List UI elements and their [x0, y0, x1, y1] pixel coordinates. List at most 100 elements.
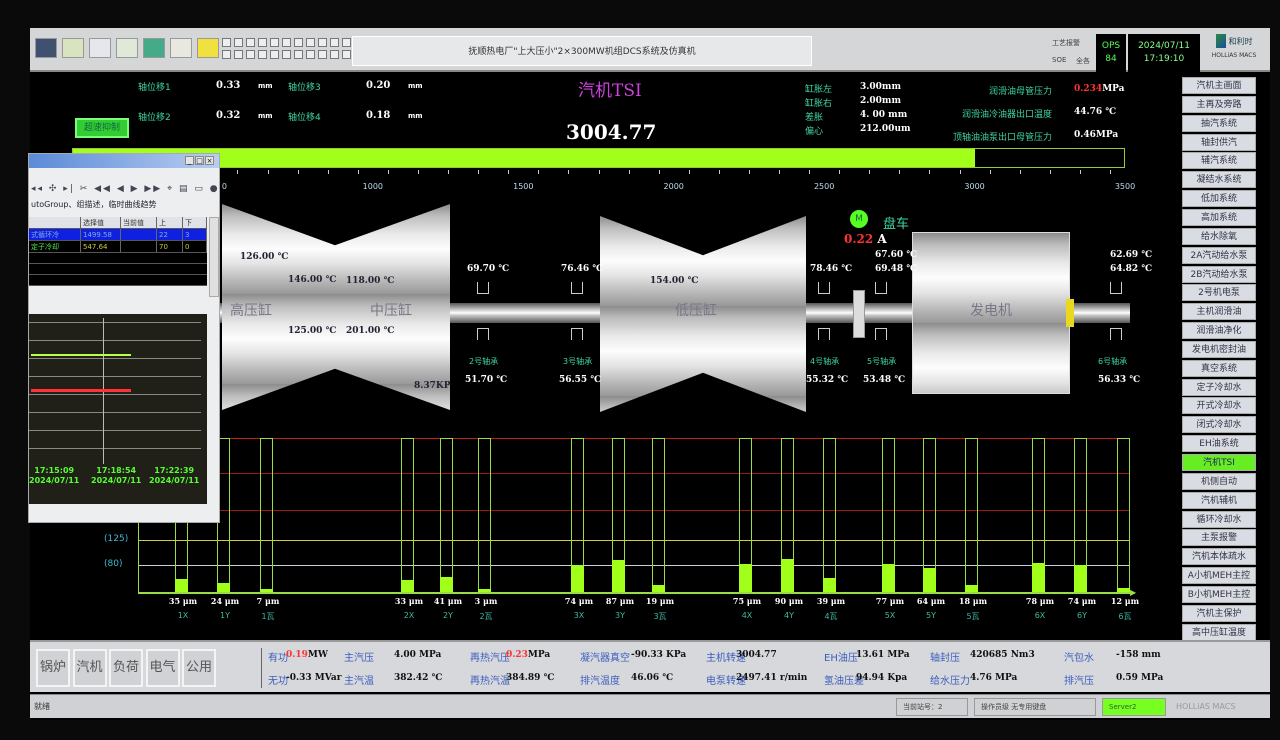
sidebar-item[interactable]: EH油系统 [1182, 435, 1256, 453]
favorite-slot[interactable] [234, 38, 243, 47]
sidebar-item[interactable]: 主泵报警 [1182, 529, 1256, 547]
speed-tick [929, 170, 931, 174]
sidebar-item[interactable]: 轴封供汽 [1182, 133, 1256, 151]
table-scrollbar[interactable] [209, 217, 219, 297]
sidebar-item[interactable]: 发电机密封油 [1182, 340, 1256, 358]
nav-button[interactable]: 公用 [182, 649, 216, 687]
favorite-slot[interactable] [294, 50, 303, 59]
document-icon[interactable] [89, 38, 111, 58]
vibration-bar [478, 589, 491, 592]
axial-label: 轴位移1 [138, 83, 171, 93]
sidebar-item[interactable]: 汽机本体疏水 [1182, 548, 1256, 566]
sidebar-item[interactable]: 给水除氧 [1182, 227, 1256, 245]
note-icon[interactable] [197, 38, 219, 58]
vibration-value: 41 μm [433, 596, 463, 606]
sidebar-item[interactable]: 高加系统 [1182, 208, 1256, 226]
favorite-slot[interactable] [342, 38, 351, 47]
vibration-point-name: 5瓦 [966, 612, 980, 621]
favorite-slot[interactable] [342, 50, 351, 59]
favorite-slot[interactable] [222, 38, 231, 47]
sidebar-item[interactable]: A小机MEH主控 [1182, 567, 1256, 585]
document-icon[interactable] [62, 38, 84, 58]
sidebar-item[interactable]: 汽机主画面 [1182, 77, 1256, 94]
favorite-slot[interactable] [246, 50, 255, 59]
oil-label: 润滑油母管压力 [988, 87, 1052, 97]
maximize-button[interactable]: □ [195, 156, 204, 165]
sidebar-item[interactable]: 2B汽动给水泵 [1182, 265, 1256, 283]
empty-row [29, 253, 207, 264]
favorite-slot[interactable] [318, 50, 327, 59]
trend-popup-window[interactable]: _ □ × ◂◂ ✣ ▸| ✂ ◀◀ ◀ ▶ ▶▶ ⌖ ▤ ▭ ● utoGro… [28, 153, 220, 523]
sidebar-item[interactable]: 低加系统 [1182, 190, 1256, 208]
tools-icon[interactable] [170, 38, 192, 58]
favorite-slot[interactable] [294, 38, 303, 47]
lp-cylinder-left [600, 216, 703, 412]
nav-button[interactable]: 负荷 [109, 649, 143, 687]
sidebar-item[interactable]: 辅汽系统 [1182, 152, 1256, 170]
bearing-temp-bottom: 51.70 ℃ [465, 375, 508, 385]
trend-plot: 17:15:09 2024/07/11 17:18:54 2024/07/11 17:2… [29, 314, 207, 504]
favorite-slot[interactable] [270, 38, 279, 47]
axial-label: 轴位移2 [138, 113, 171, 123]
sidebar-item[interactable]: B小机MEH主控 [1182, 585, 1256, 603]
sidebar-item[interactable]: 机侧自动 [1182, 472, 1256, 490]
logo-text: 和利时 [1228, 36, 1253, 46]
sidebar-item[interactable]: 凝结水系统 [1182, 171, 1256, 189]
nav-button[interactable]: 汽机 [72, 649, 107, 687]
sidebar-item[interactable]: 主再及旁路 [1182, 95, 1256, 113]
network-icon[interactable] [143, 38, 165, 58]
popup-titlebar[interactable]: _ □ × [29, 154, 219, 168]
favorite-slot[interactable] [234, 50, 243, 59]
process-alarm-button[interactable]: 工艺报警 [1052, 39, 1080, 47]
column-header [29, 217, 81, 228]
table-row[interactable]: 式循环冷 1499.58 22 3 [29, 229, 207, 241]
param-value-number: -158 mm [1116, 650, 1161, 660]
favorite-slot[interactable] [306, 50, 315, 59]
param-value: 2497.41 r/min [736, 673, 807, 683]
reference-label: (80) [104, 559, 123, 570]
close-button[interactable]: × [205, 156, 214, 165]
favorite-slot[interactable] [258, 50, 267, 59]
favorite-slot[interactable] [282, 38, 291, 47]
sidebar-item[interactable]: 2A汽动给水泵 [1182, 246, 1256, 264]
export-icon[interactable] [116, 38, 138, 58]
nav-button[interactable]: 电气 [145, 649, 180, 687]
minimize-button[interactable]: _ [185, 156, 194, 165]
sidebar-item[interactable]: 汽机TSI [1182, 454, 1256, 471]
nav-button[interactable]: 锅炉 [36, 649, 70, 687]
soe-button[interactable]: SOE [1052, 56, 1067, 64]
sidebar-item[interactable]: 汽机辅机 [1182, 491, 1256, 509]
playback-toolbar[interactable]: ◂◂ ✣ ▸| ✂ ◀◀ ◀ ▶ ▶▶ ⌖ ▤ ▭ ● [31, 184, 220, 194]
sidebar-item[interactable]: 2号机电泵 [1182, 284, 1256, 302]
favorite-slot[interactable] [330, 38, 339, 47]
all-button[interactable]: 全各 [1076, 57, 1090, 65]
favorite-slot[interactable] [246, 38, 255, 47]
sidebar-item[interactable]: 主机润滑油 [1182, 303, 1256, 321]
expansion-label: 缸胀左 [805, 85, 833, 95]
favorite-slot[interactable] [318, 38, 327, 47]
favorite-slot[interactable] [282, 50, 291, 59]
favorite-slot[interactable] [222, 50, 231, 59]
sidebar-item[interactable]: 定子冷却水 [1182, 378, 1256, 396]
sidebar-item[interactable]: 循环冷却水 [1182, 510, 1256, 528]
bearing-temp-top-2: 64.82 ℃ [1110, 264, 1153, 274]
sidebar-item[interactable]: 抽汽系统 [1182, 114, 1256, 132]
sidebar-item[interactable]: 润滑油净化 [1182, 322, 1256, 340]
sidebar-item[interactable]: 闭式冷却水 [1182, 416, 1256, 434]
speed-tick [748, 170, 750, 174]
turning-motor-icon[interactable]: M [850, 210, 868, 228]
monitor-icon[interactable] [35, 38, 57, 58]
favorite-slot[interactable] [258, 38, 267, 47]
favorite-slot[interactable] [306, 38, 315, 47]
sidebar-item[interactable]: 汽机主保护 [1182, 604, 1256, 622]
table-row[interactable]: 定子冷却 547.64 70 0 [29, 241, 207, 253]
favorite-slot[interactable] [330, 50, 339, 59]
sidebar-item[interactable]: 真空系统 [1182, 359, 1256, 377]
sidebar-item[interactable]: 开式冷却水 [1182, 397, 1256, 415]
favorite-slot[interactable] [270, 50, 279, 59]
sidebar-item[interactable]: 高中压缸温度 [1182, 623, 1256, 641]
speed-tick [809, 170, 811, 174]
overspeed-suppress-button[interactable]: 超速抑制 [75, 118, 129, 138]
param-value-number: -0.33 MVar [286, 673, 342, 683]
bearing-bottom-pad [571, 328, 583, 340]
